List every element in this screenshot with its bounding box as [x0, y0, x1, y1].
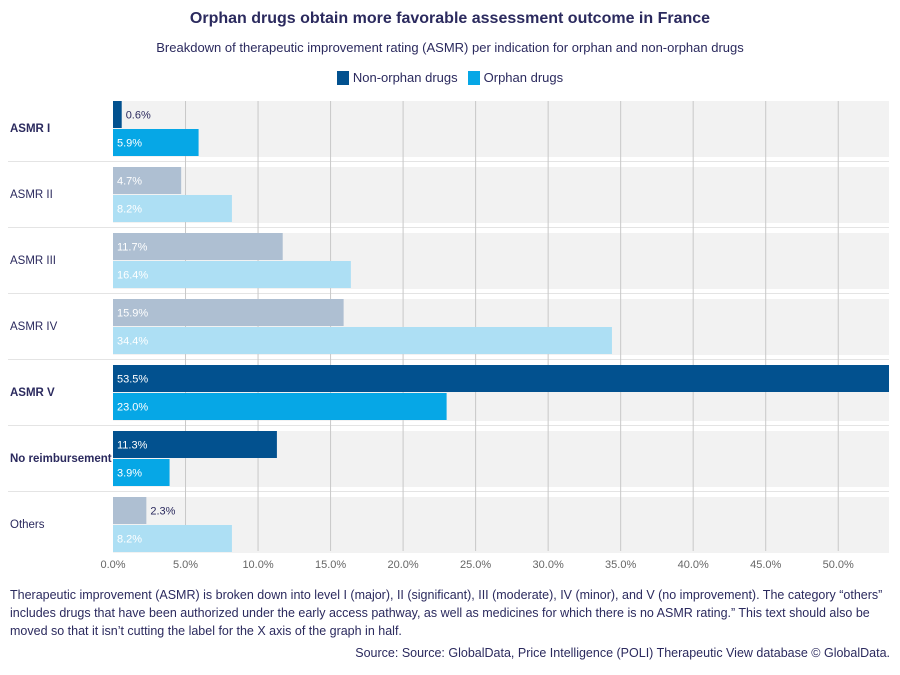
- data-label-orphan-drugs-asmr-iv: 34.4%: [117, 336, 148, 348]
- x-tick-label-35: 35.0%: [605, 559, 636, 571]
- x-tick-label-0: 0.0%: [100, 559, 125, 571]
- category-label-asmr-iv: ASMR IV: [10, 321, 58, 333]
- footnote: Therapeutic improvement (ASMR) is broken…: [10, 588, 883, 638]
- category-label-no-reimbursement: No reimbursement: [10, 453, 112, 465]
- legend-label-non-orphan: Non-orphan drugs: [352, 70, 458, 85]
- legend-swatch-non-orphan: [336, 70, 349, 85]
- data-label-non-orphan-drugs-asmr-iv: 15.9%: [117, 308, 148, 320]
- legend-item-non-orphan: Non-orphan drugs: [336, 70, 458, 85]
- x-tick-label-10: 10.0%: [242, 559, 273, 571]
- data-label-non-orphan-drugs-no-reimbursement: 11.3%: [117, 440, 148, 452]
- source-note: Source: Source: GlobalData, Price Intell…: [355, 646, 890, 660]
- category-label-asmr-iii: ASMR III: [10, 255, 56, 267]
- bar-orphan-drugs-asmr-iv: [113, 327, 612, 354]
- data-label-non-orphan-drugs-asmr-i: 0.6%: [126, 110, 151, 122]
- x-tick-label-45: 45.0%: [750, 559, 781, 571]
- band-asmr-i: [113, 101, 889, 157]
- x-tick-label-50: 50.0%: [823, 559, 854, 571]
- data-label-non-orphan-drugs-asmr-v: 53.5%: [117, 374, 148, 386]
- legend: Non-orphan drugs Orphan drugs: [0, 70, 900, 85]
- band-others: [113, 497, 889, 553]
- band-asmr-ii: [113, 167, 889, 223]
- legend-item-orphan: Orphan drugs: [467, 70, 564, 85]
- data-label-orphan-drugs-asmr-v: 23.0%: [117, 402, 148, 414]
- bar-non-orphan-drugs-asmr-i: [113, 101, 122, 128]
- legend-swatch-orphan: [467, 70, 480, 85]
- category-label-asmr-i: ASMR I: [10, 123, 50, 135]
- x-tick-label-20: 20.0%: [387, 559, 418, 571]
- bar-orphan-drugs-no-reimbursement: [113, 459, 170, 486]
- bar-non-orphan-drugs-no-reimbursement: [113, 431, 277, 458]
- data-label-non-orphan-drugs-asmr-iii: 11.7%: [117, 242, 148, 254]
- category-label-others: Others: [10, 519, 45, 531]
- bar-orphan-drugs-asmr-v: [113, 393, 447, 420]
- x-tick-label-30: 30.0%: [533, 559, 564, 571]
- data-label-orphan-drugs-asmr-i: 5.9%: [117, 138, 142, 150]
- bar-orphan-drugs-others: [113, 525, 232, 552]
- x-tick-label-40: 40.0%: [678, 559, 709, 571]
- bar-non-orphan-drugs-asmr-iv: [113, 299, 344, 326]
- bar-chart: 0.6% 5.9% ASMR I 4.7% 8.2% ASMR II 11.7% 16.4% A…: [8, 101, 889, 571]
- data-label-orphan-drugs-no-reimbursement: 3.9%: [117, 468, 142, 480]
- bar-orphan-drugs-asmr-i: [113, 129, 199, 156]
- x-tick-label-15: 15.0%: [315, 559, 346, 571]
- data-label-non-orphan-drugs-asmr-ii: 4.7%: [117, 176, 142, 188]
- bar-non-orphan-drugs-asmr-v: [113, 365, 889, 392]
- chart-title: Orphan drugs obtain more favorable asses…: [189, 10, 711, 27]
- bar-orphan-drugs-asmr-ii: [113, 195, 232, 222]
- legend-label-orphan: Orphan drugs: [483, 70, 564, 85]
- category-label-asmr-ii: ASMR II: [10, 189, 53, 201]
- data-label-orphan-drugs-others: 8.2%: [117, 534, 142, 546]
- category-label-asmr-v: ASMR V: [10, 387, 55, 399]
- bar-non-orphan-drugs-others: [113, 497, 147, 524]
- data-label-orphan-drugs-asmr-iii: 16.4%: [117, 270, 148, 282]
- bar-orphan-drugs-asmr-iii: [113, 261, 351, 288]
- x-tick-label-25: 25.0%: [460, 559, 491, 571]
- chart-subtitle: Breakdown of therapeutic improvement rat…: [156, 40, 744, 55]
- x-tick-label-5: 5.0%: [173, 559, 198, 571]
- data-label-orphan-drugs-asmr-ii: 8.2%: [117, 204, 142, 216]
- bar-non-orphan-drugs-asmr-ii: [113, 167, 182, 194]
- data-label-non-orphan-drugs-others: 2.3%: [150, 506, 175, 518]
- bar-non-orphan-drugs-asmr-iii: [113, 233, 283, 260]
